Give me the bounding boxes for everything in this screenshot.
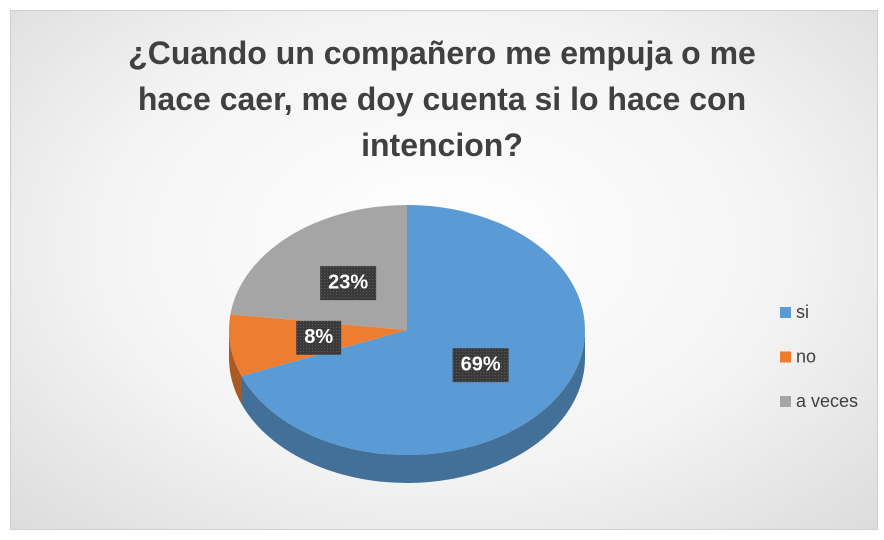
pie-slice [241,205,585,456]
legend-label: no [796,346,816,366]
legend-swatch [780,351,791,363]
value-label: 23% [328,271,368,293]
pie-slice [230,205,407,330]
value-label-box [296,320,342,355]
pie-side [229,330,242,405]
pie-side [241,330,586,484]
legend-swatch [780,396,791,407]
value-label: 8% [304,326,333,348]
value-label-box [320,266,377,301]
legend-swatch [780,307,791,318]
legend-label: si [796,302,809,322]
value-label-box [452,348,509,383]
value-label: 69% [461,353,501,375]
legend-label: a veces [796,391,858,411]
chart-title: ¿Cuando un compañero me empuja o me hace… [128,35,756,163]
